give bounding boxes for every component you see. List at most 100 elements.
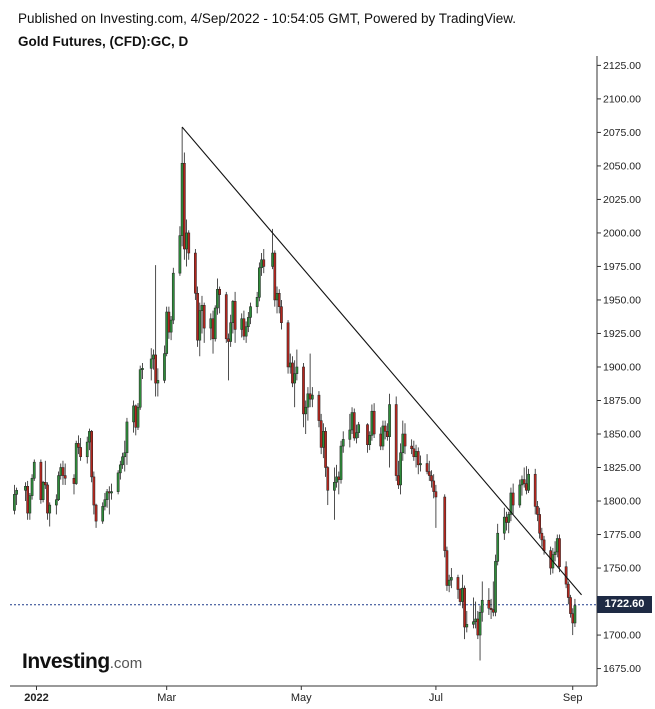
candle-body <box>335 476 338 483</box>
candle-body <box>231 301 235 323</box>
candle-body <box>533 473 537 507</box>
x-tick-label: Mar <box>157 692 176 704</box>
candle-body <box>116 472 120 492</box>
candle-body <box>397 475 400 486</box>
candle-body <box>291 362 294 384</box>
y-tick-label: 2100.00 <box>603 93 641 105</box>
candle-body <box>258 267 261 298</box>
candle-body <box>476 618 480 636</box>
candle-body <box>103 499 107 507</box>
trendline <box>181 126 582 596</box>
candle-body <box>273 252 277 301</box>
candle-body <box>169 319 173 333</box>
candle-body <box>209 318 213 329</box>
candle-body <box>383 425 387 432</box>
candle-body <box>271 252 274 267</box>
candle-body <box>118 464 122 474</box>
candle-body <box>180 162 184 236</box>
candle-body <box>200 305 204 311</box>
candle-body <box>136 406 140 428</box>
candle-body <box>105 491 109 500</box>
candle-body <box>553 551 557 555</box>
candle-body <box>211 318 215 340</box>
candle-body <box>32 461 36 479</box>
candle-body <box>310 394 314 400</box>
candle-body <box>242 318 246 337</box>
candle-body <box>450 577 453 581</box>
candle-body <box>185 232 188 250</box>
candle-body <box>275 293 279 301</box>
candle-body <box>255 297 259 307</box>
candle-body <box>379 433 383 447</box>
candle-body <box>41 482 45 500</box>
candle-body <box>57 475 60 500</box>
candle-body <box>445 550 449 586</box>
published-line: Published on Investing.com, 4/Sep/2022 -… <box>18 11 517 26</box>
candle-body <box>233 301 237 330</box>
candle-body <box>505 516 508 523</box>
candle-body <box>381 425 385 447</box>
y-tick-label: 1800.00 <box>603 496 641 508</box>
candle-body <box>401 433 405 454</box>
candle-body <box>178 235 182 274</box>
candle-body <box>167 311 171 333</box>
candle-body <box>518 484 522 506</box>
candle-body <box>566 583 570 598</box>
candle-body <box>394 404 398 476</box>
candle-body <box>472 621 475 625</box>
candle-body <box>54 499 58 506</box>
candle-body <box>288 362 292 368</box>
candle-body <box>218 288 221 295</box>
candle-body <box>61 467 65 476</box>
axes: 2125.00 2100.00 2075.00 2050.00 2025.00 2000.… <box>10 56 641 704</box>
candle-body <box>262 259 266 267</box>
candle-body <box>101 506 105 522</box>
y-tick-label: 1875.00 <box>603 395 641 407</box>
candle-body <box>357 424 361 433</box>
candle-body <box>333 482 336 491</box>
candle-body <box>434 491 438 498</box>
last-price-label: 1722.60 <box>597 596 652 614</box>
candle-body <box>308 393 312 400</box>
candle-body <box>502 516 506 534</box>
candle-body <box>92 476 96 506</box>
candle-body <box>28 495 32 514</box>
candle-body <box>156 380 160 384</box>
y-tick-label: 1825.00 <box>603 462 641 474</box>
candle-body <box>187 232 191 254</box>
investing-logo: Investing.com <box>22 650 142 674</box>
candle-body <box>48 504 52 514</box>
candle-body <box>304 406 308 415</box>
candle-body <box>63 475 67 479</box>
candle-body <box>196 293 199 341</box>
candle-body <box>322 431 325 448</box>
candle-body <box>569 597 572 614</box>
candle-body <box>480 599 484 613</box>
candle-body <box>194 252 197 294</box>
candle-body <box>302 366 305 415</box>
candle-body <box>341 439 345 447</box>
candle-body <box>260 259 263 269</box>
candle-body <box>339 445 343 480</box>
x-tick-label: Jul <box>429 692 443 704</box>
candle-body <box>350 412 354 431</box>
candle-body <box>224 294 228 340</box>
y-tick-label: 1700.00 <box>603 630 641 642</box>
candle-body <box>399 452 402 486</box>
y-tick-label: 2075.00 <box>603 127 641 139</box>
candle-body <box>227 338 230 342</box>
x-tick-label: 2022 <box>24 692 48 704</box>
candle-body <box>110 491 113 494</box>
candle-body <box>324 431 327 468</box>
candle-body <box>540 532 544 541</box>
candle-body <box>370 410 374 436</box>
candle-body <box>447 579 451 586</box>
candle-body <box>412 448 416 458</box>
candle-body <box>213 307 217 340</box>
candle-body <box>141 368 144 370</box>
candle-body <box>85 441 89 458</box>
candle-body <box>277 293 281 307</box>
y-tick-label: 1950.00 <box>603 294 641 306</box>
candle-body <box>152 354 155 360</box>
candle-body <box>536 506 539 515</box>
